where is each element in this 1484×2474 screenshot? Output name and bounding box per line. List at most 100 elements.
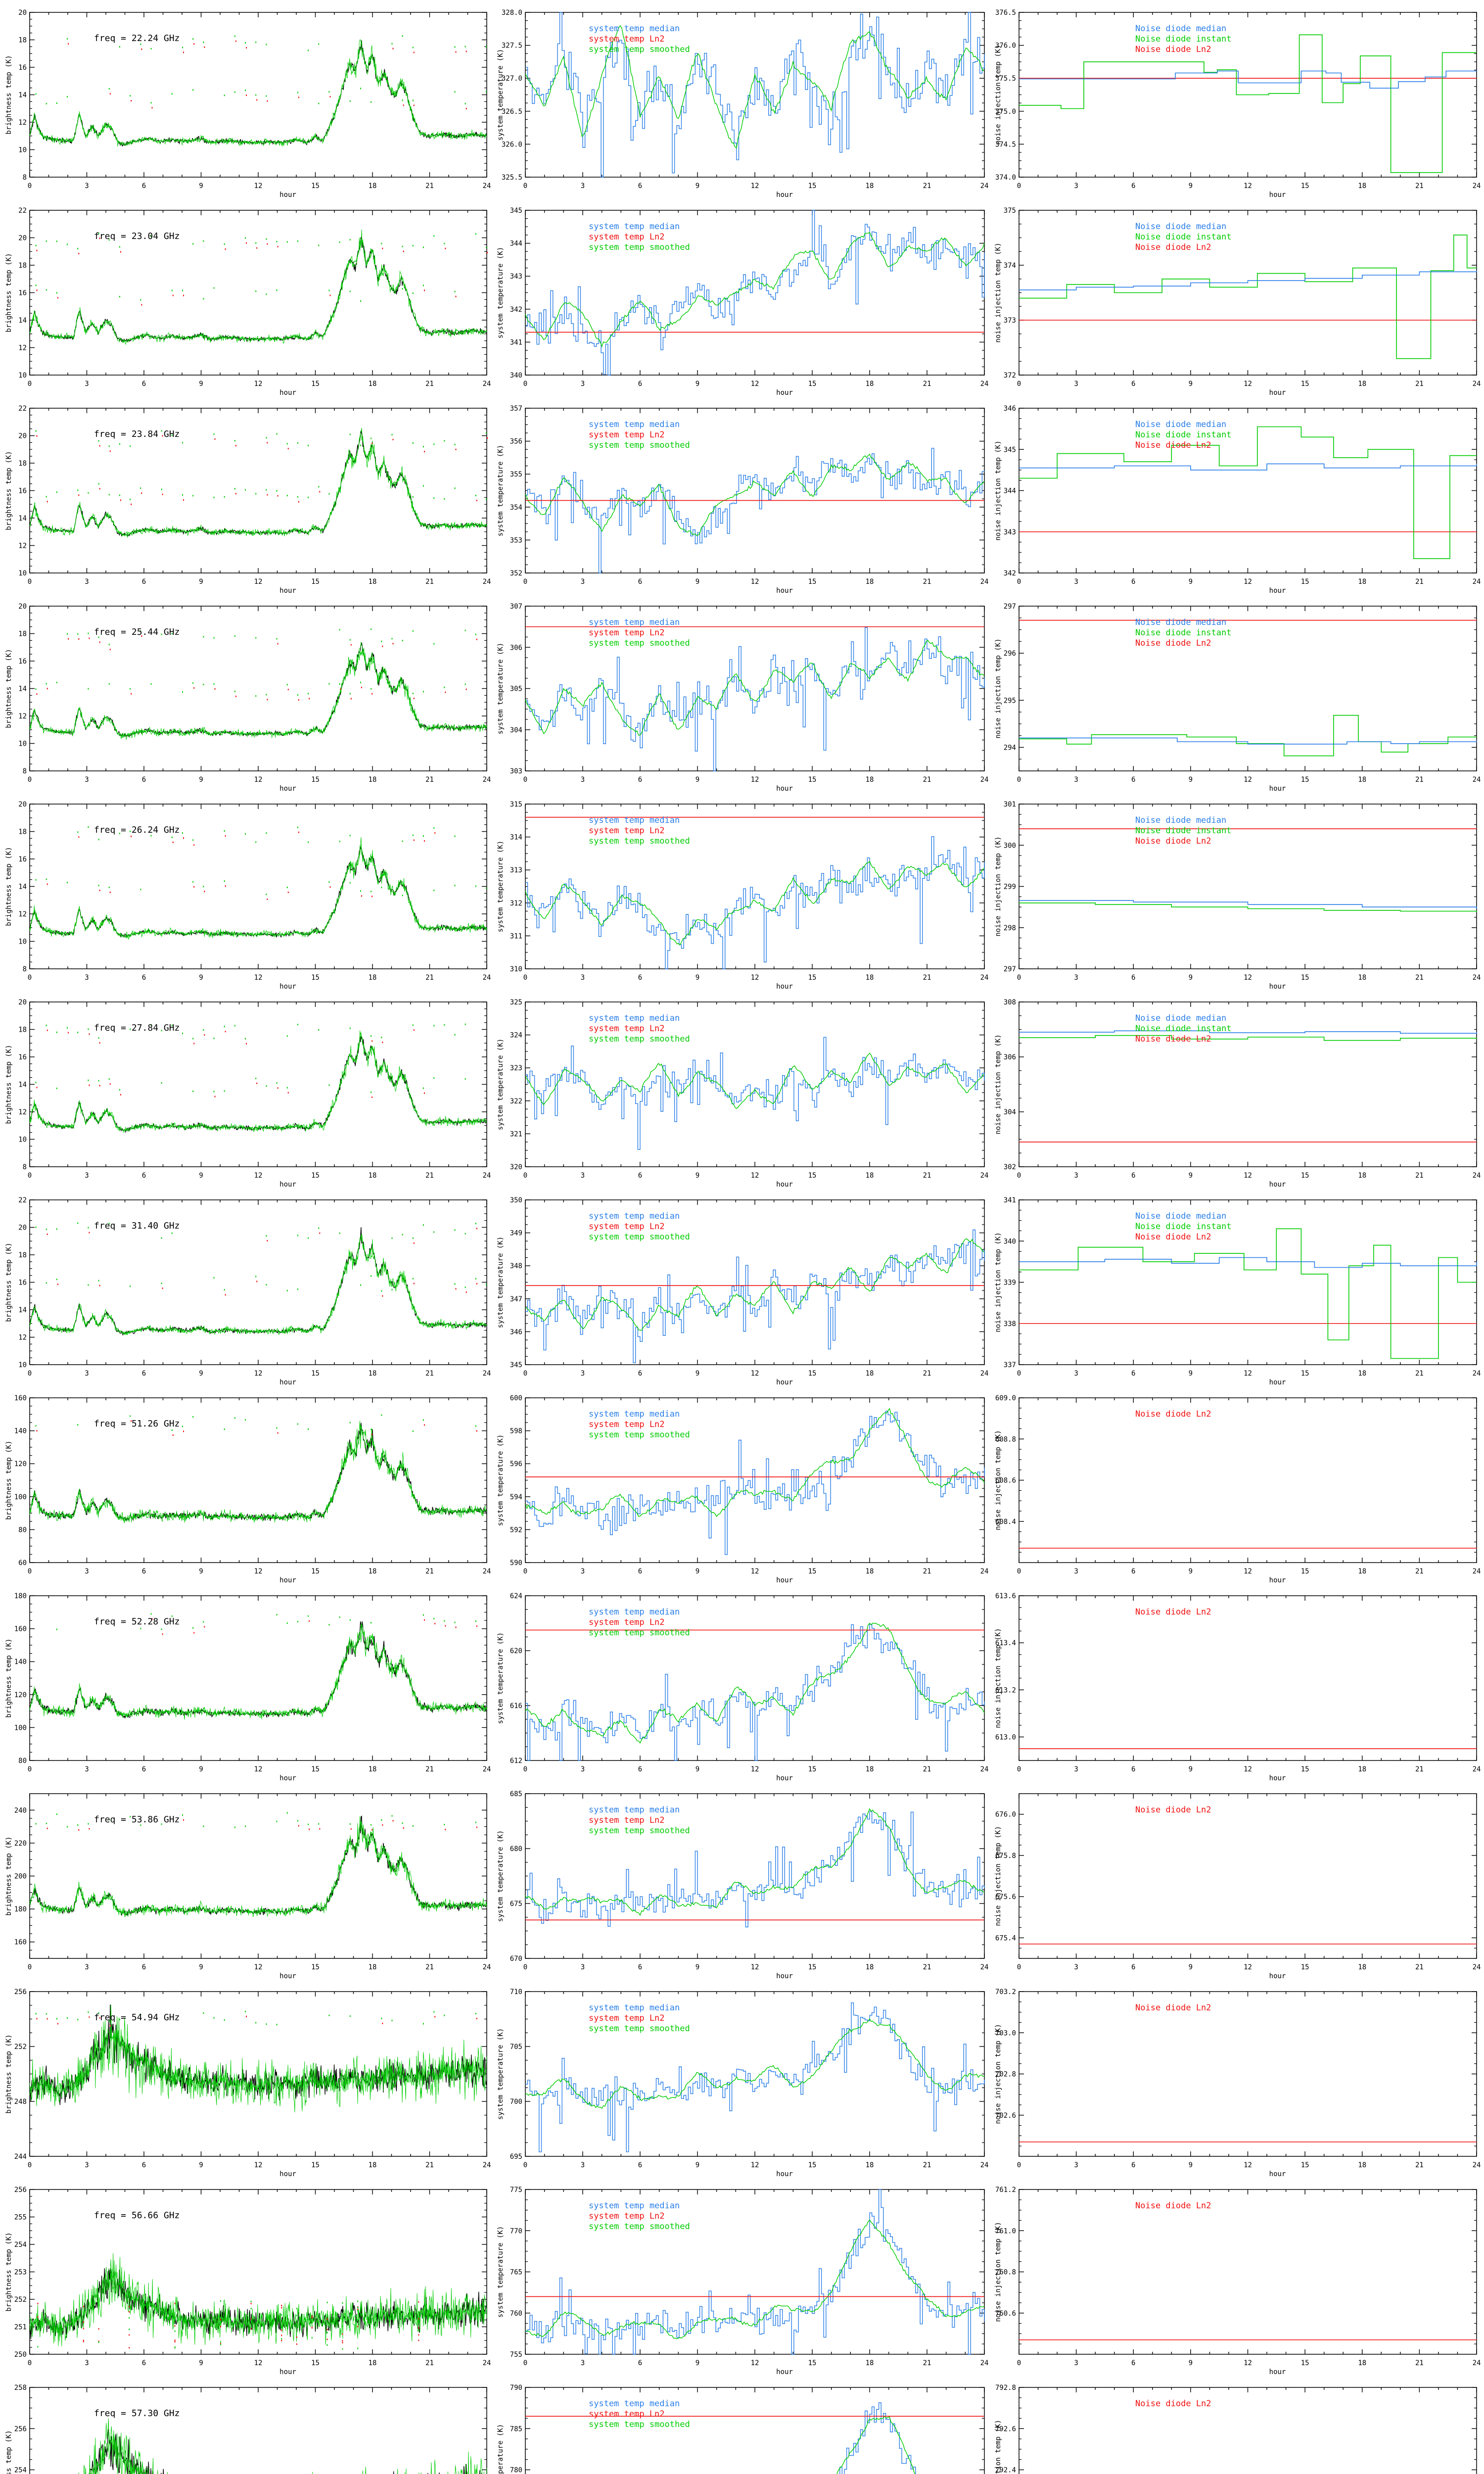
y-tick-label: 710	[510, 1988, 522, 1996]
flagged-sample-dot	[444, 440, 445, 442]
legend-entry: system temp Ln2	[589, 1618, 665, 1627]
flagged-sample-dot	[130, 95, 131, 97]
x-tick-label: 0	[523, 776, 527, 784]
x-tick-label: 3	[85, 1568, 89, 1575]
y-tick-label: 323	[510, 1064, 522, 1072]
flagged-sample-dot	[328, 2014, 330, 2016]
flagged-sample-dot	[412, 1825, 414, 1827]
flagged-sample-dot	[57, 1284, 58, 1285]
x-tick-label: 12	[751, 2359, 759, 2367]
flagged-sample-dot	[319, 1828, 321, 1830]
flagged-sample-dot	[203, 636, 204, 638]
flagged-sample-dot	[46, 1827, 48, 1829]
flagged-sample-dot	[371, 896, 373, 898]
flagged-sample-dot	[311, 2325, 313, 2327]
x-tick-label: 0	[1017, 2359, 1021, 2367]
flagged-sample-dot	[281, 2314, 282, 2316]
y-tick-label: 705	[510, 2043, 522, 2051]
y-tick-label: 250	[14, 2351, 27, 2359]
x-tick-label: 9	[696, 1370, 699, 1378]
flagged-sample-dot	[464, 683, 466, 685]
flagged-sample-dot	[140, 487, 141, 489]
flagged-sample-dot	[287, 891, 289, 893]
flagged-sample-dot	[192, 1038, 194, 1040]
legend-entry: Noise diode median	[1135, 1013, 1226, 1023]
flagged-sample-dot	[297, 826, 298, 828]
x-tick-label: 0	[28, 1568, 32, 1575]
y-tick-label: 592	[510, 1526, 522, 1534]
y-axis-label: system temperature (K)	[497, 49, 505, 141]
noisediode-frame	[1019, 1397, 1477, 1563]
x-tick-label: 21	[1415, 974, 1424, 982]
flagged-sample-dot	[250, 2328, 252, 2330]
y-tick-label: 256	[14, 2425, 27, 2433]
flagged-sample-dot	[56, 1228, 57, 1230]
flagged-sample-dot	[286, 1812, 288, 1814]
x-tick-label: 18	[1358, 776, 1366, 784]
flagged-sample-dot	[266, 238, 267, 240]
flagged-sample-dot	[224, 1090, 225, 1092]
flagged-sample-dot	[391, 1288, 393, 1290]
flagged-sample-dot	[98, 885, 99, 887]
y-tick-label: 16	[18, 1279, 27, 1287]
y-tick-label: 14	[18, 92, 27, 99]
y-tick-label: 345	[1004, 446, 1016, 454]
x-tick-label: 18	[369, 1568, 377, 1575]
flagged-sample-dot	[89, 1828, 90, 1830]
flagged-sample-dot	[204, 1626, 205, 1628]
y-tick-label: 765	[510, 2269, 522, 2277]
x-tick-label: 12	[254, 2359, 263, 2367]
y-tick-label: 785	[510, 2425, 522, 2433]
y-tick-label: 18	[18, 1251, 27, 1259]
plot-row-svg: 0 3 6 9 12 15 18 21 24 hour 8 10 12 14 16 18 20 brightnes…	[5, 9, 1481, 199]
flagged-sample-dot	[255, 493, 257, 495]
x-tick-label: 0	[28, 2161, 32, 2169]
legend-entry: system temp smoothed	[589, 2222, 690, 2232]
x-tick-label: 24	[483, 1765, 491, 1773]
noisediode-frame	[1019, 1199, 1477, 1365]
x-tick-label: 21	[923, 182, 931, 190]
x-tick-label: 24	[483, 1172, 491, 1180]
y-axis-label: noise injection temp (K)	[994, 1826, 1002, 1926]
flagged-sample-dot	[298, 501, 299, 503]
flagged-sample-dot	[99, 641, 100, 643]
spectrum-mean-trace	[29, 1421, 487, 1523]
x-tick-label: 12	[254, 1568, 263, 1575]
noise-diode-median-line	[1019, 900, 1477, 909]
x-tick-label: 9	[1189, 1568, 1193, 1575]
y-tick-label: 20	[18, 9, 27, 17]
flagged-sample-dot	[192, 1091, 194, 1093]
legend-entry: Noise diode instant	[1135, 34, 1231, 44]
plot-row-svg: 0 3 6 9 12 15 18 21 24 hour 8 10 12 14 16 18 20 brightnes…	[5, 603, 1481, 793]
flagged-sample-dot	[267, 442, 268, 444]
flagged-sample-dot	[297, 92, 298, 94]
y-tick-label: 790	[510, 2384, 522, 2392]
flagged-sample-dot	[161, 488, 162, 490]
x-tick-label: 0	[1017, 1568, 1021, 1575]
flagged-sample-dot	[424, 451, 425, 453]
x-tick-label: 12	[254, 380, 263, 388]
flagged-sample-dot	[67, 633, 68, 635]
x-tick-label: 12	[751, 578, 759, 586]
flagged-sample-dot	[174, 2347, 176, 2349]
flagged-sample-dot	[256, 99, 258, 101]
x-tick-label: 21	[425, 1370, 434, 1378]
flagged-sample-dot	[108, 887, 110, 889]
y-tick-label: 354	[510, 504, 522, 512]
system-temp-smoothed-line	[525, 860, 985, 946]
flagged-sample-dot	[77, 1222, 79, 1224]
y-axis-label: brightness temp (K)	[5, 1242, 13, 1322]
y-tick-label: 600	[510, 1394, 522, 1402]
flagged-sample-dot	[161, 1082, 162, 1084]
y-tick-label: 340	[510, 372, 522, 380]
x-axis-label: hour	[776, 1379, 793, 1385]
flagged-sample-dot	[67, 38, 68, 40]
y-tick-label: 20	[18, 603, 27, 611]
flagged-sample-dot	[35, 1425, 37, 1427]
flagged-sample-dot	[78, 836, 80, 838]
x-tick-label: 9	[1189, 380, 1193, 388]
legend-entry: system temp Ln2	[589, 2409, 665, 2419]
x-tick-label: 3	[85, 2359, 89, 2367]
x-tick-label: 18	[1358, 1765, 1366, 1773]
flagged-sample-dot	[382, 1295, 383, 1297]
